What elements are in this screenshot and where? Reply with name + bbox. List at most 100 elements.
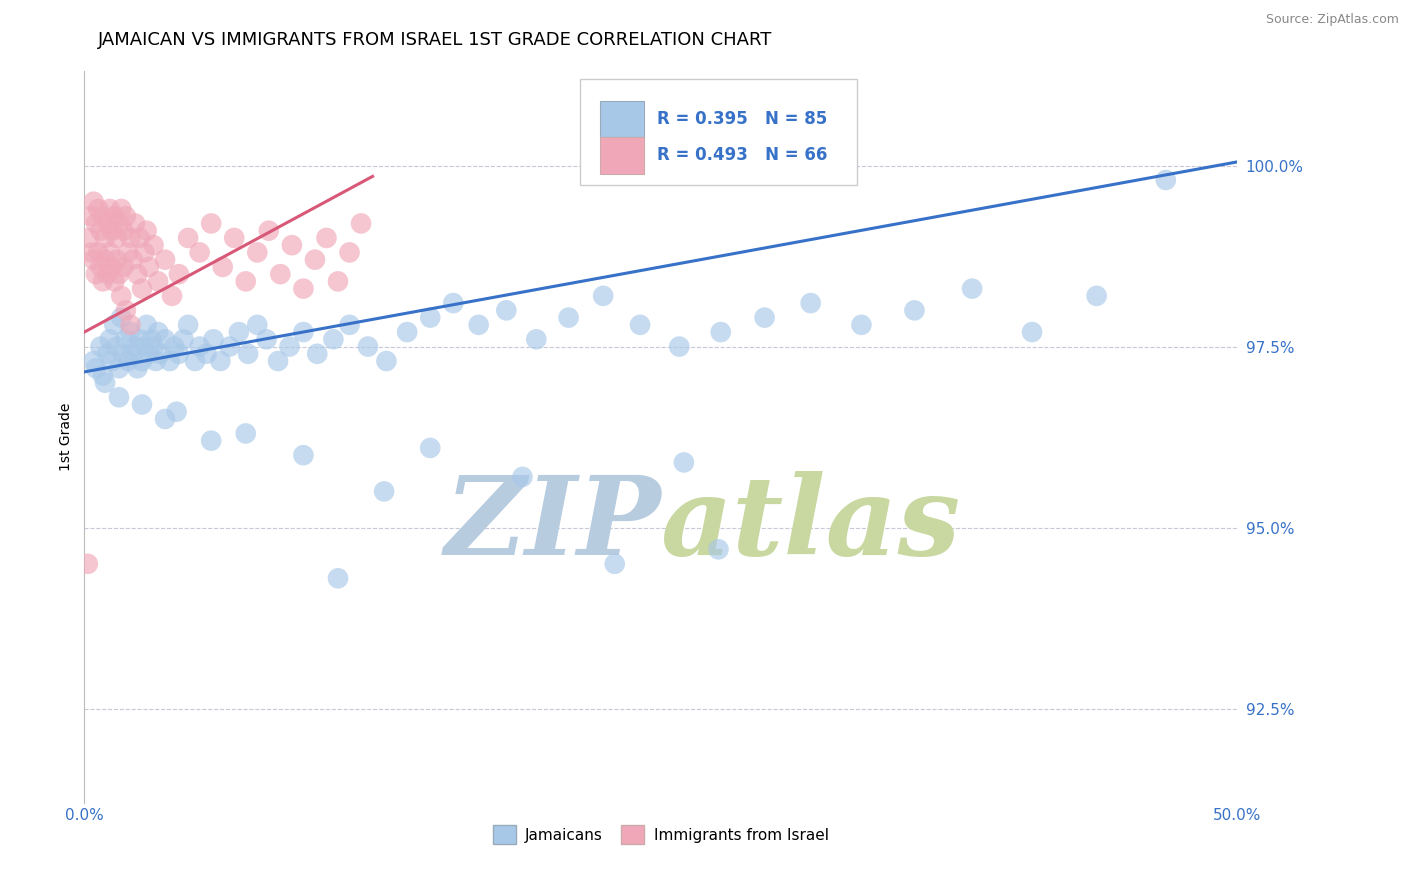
Point — [134, 245, 156, 260]
Point — [84, 361, 107, 376]
Point — [96, 347, 118, 361]
Point — [269, 267, 291, 281]
Point — [110, 310, 132, 325]
Point — [495, 303, 517, 318]
Bar — [600, 137, 644, 174]
Point — [94, 231, 117, 245]
Point — [94, 376, 117, 390]
Point — [138, 347, 160, 361]
Point — [235, 426, 257, 441]
Point — [124, 340, 146, 354]
Point — [153, 332, 176, 346]
Point — [224, 231, 246, 245]
Point — [110, 289, 132, 303]
Point — [304, 252, 326, 267]
Point — [84, 267, 107, 281]
Point — [373, 484, 395, 499]
Point — [134, 340, 156, 354]
Point — [326, 571, 349, 585]
Point — [188, 245, 211, 260]
Point — [246, 245, 269, 260]
Point — [375, 354, 398, 368]
Point — [153, 252, 176, 267]
Point — [557, 310, 579, 325]
Point — [96, 267, 118, 281]
Point — [257, 224, 280, 238]
Point — [350, 216, 373, 230]
Point — [246, 318, 269, 332]
Point — [105, 252, 128, 267]
Point — [89, 260, 111, 274]
Point — [117, 354, 139, 368]
Point — [110, 202, 132, 216]
Text: R = 0.493   N = 66: R = 0.493 N = 66 — [658, 146, 828, 164]
Point — [209, 354, 232, 368]
Point — [101, 260, 124, 274]
Point — [83, 354, 105, 368]
Point — [524, 332, 547, 346]
Point — [603, 557, 626, 571]
Point — [120, 231, 142, 245]
Point — [121, 347, 143, 361]
Point — [127, 361, 149, 376]
Point — [218, 340, 240, 354]
Point — [124, 216, 146, 230]
Point — [160, 289, 183, 303]
Point — [1021, 325, 1043, 339]
Text: JAMAICAN VS IMMIGRANTS FROM ISRAEL 1ST GRADE CORRELATION CHART: JAMAICAN VS IMMIGRANTS FROM ISRAEL 1ST G… — [98, 31, 773, 49]
Point — [87, 245, 110, 260]
Point — [228, 325, 250, 339]
Point — [146, 325, 169, 339]
Point — [91, 274, 114, 288]
Point — [77, 231, 100, 245]
Point — [146, 274, 169, 288]
Point — [89, 224, 111, 238]
Point — [267, 354, 290, 368]
Point — [91, 368, 114, 383]
Point — [166, 405, 188, 419]
Point — [200, 216, 222, 230]
Point — [120, 325, 142, 339]
Point — [357, 340, 380, 354]
Point — [76, 557, 98, 571]
Point — [115, 332, 138, 346]
Point — [163, 340, 186, 354]
Point — [149, 347, 172, 361]
Point — [754, 310, 776, 325]
Point — [91, 209, 114, 223]
Point — [135, 224, 157, 238]
Point — [200, 434, 222, 448]
Point — [292, 448, 315, 462]
Point — [131, 397, 153, 411]
Point — [292, 282, 315, 296]
Point — [145, 354, 167, 368]
Point — [112, 260, 135, 274]
Point — [112, 347, 135, 361]
Point — [131, 282, 153, 296]
Text: R = 0.395   N = 85: R = 0.395 N = 85 — [658, 110, 828, 128]
Point — [105, 340, 128, 354]
Point — [177, 318, 200, 332]
Point — [339, 318, 361, 332]
Text: ZIP: ZIP — [444, 471, 661, 579]
Point — [184, 354, 207, 368]
Text: Source: ZipAtlas.com: Source: ZipAtlas.com — [1265, 13, 1399, 27]
Point — [167, 347, 190, 361]
Point — [83, 194, 105, 209]
Point — [419, 310, 441, 325]
Point — [292, 325, 315, 339]
Point — [1085, 289, 1108, 303]
Point — [115, 303, 138, 318]
Point — [211, 260, 233, 274]
Point — [98, 202, 121, 216]
Point — [153, 412, 176, 426]
Point — [710, 325, 733, 339]
Point — [96, 216, 118, 230]
Point — [903, 303, 925, 318]
Point — [396, 325, 419, 339]
Point — [103, 318, 125, 332]
Point — [188, 340, 211, 354]
Point — [89, 340, 111, 354]
Point — [672, 455, 695, 469]
Point — [141, 332, 163, 346]
